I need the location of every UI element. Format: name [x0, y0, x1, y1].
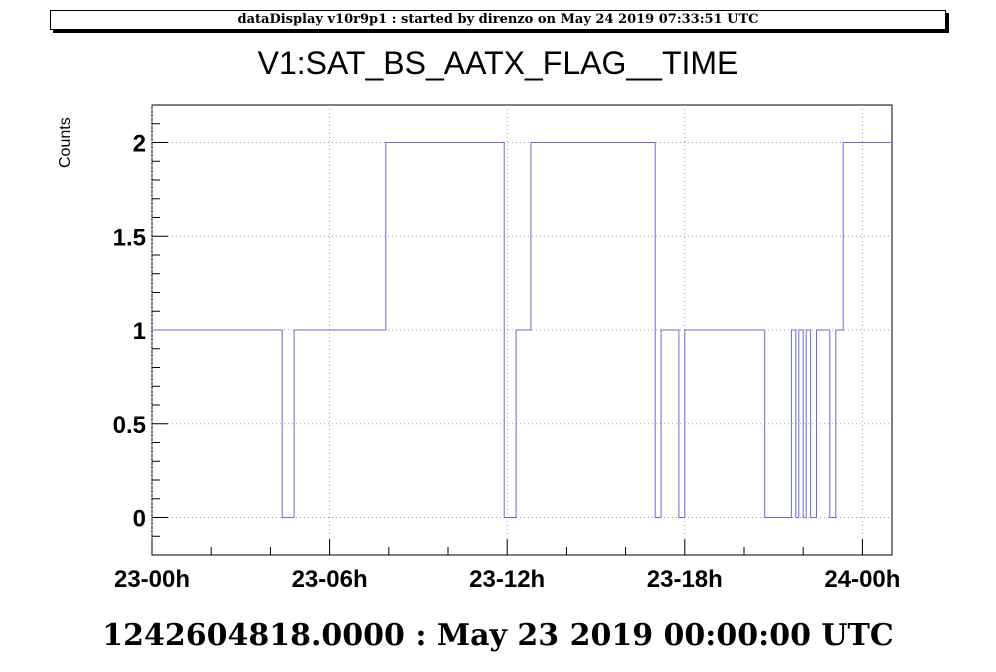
series-line [152, 142, 892, 518]
x-tick-label: 23-06h [292, 566, 368, 593]
x-tick-label: 24-00h [824, 566, 900, 593]
y-tick-label: 1.5 [113, 224, 146, 251]
y-tick-label: 1 [133, 318, 146, 345]
y-tick-label: 0.5 [113, 412, 146, 439]
chart-title: V1:SAT_BS_AATX_FLAG__TIME [257, 45, 739, 81]
x-tick-label: 23-18h [647, 566, 723, 593]
y-tick-label: 0 [133, 506, 146, 533]
x-tick-label: 23-12h [469, 566, 545, 593]
y-axis-label: Counts [57, 117, 74, 168]
axes-ticks: 0 0.5 1 1.5 2 23-00h 23-06h 23-12h 23-18h 24-00h [113, 104, 900, 593]
timestamp-footer: 1242604818.0000 : May 23 2019 00:00:00 U… [102, 618, 894, 653]
x-tick-label: 23-00h [114, 566, 190, 593]
app-header: dataDisplay v10r9p1 : started by direnzo… [50, 10, 946, 30]
y-tick-label: 2 [133, 131, 146, 158]
series-group [152, 142, 892, 518]
